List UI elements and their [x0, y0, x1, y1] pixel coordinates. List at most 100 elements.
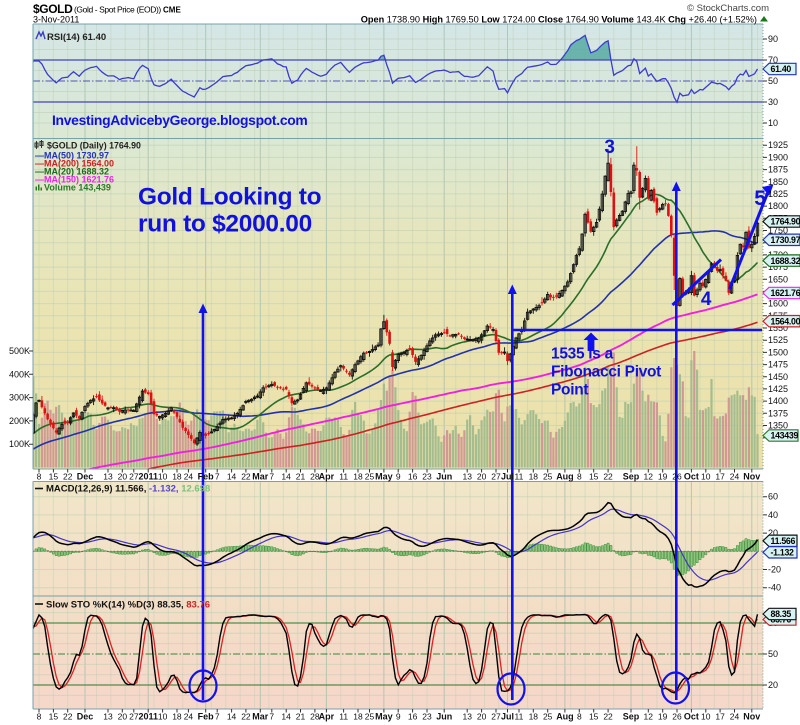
- svg-text:14: 14: [227, 712, 237, 722]
- svg-text:10: 10: [701, 712, 711, 722]
- svg-text:15: 15: [589, 712, 599, 722]
- svg-text:27: 27: [129, 472, 139, 482]
- svg-text:Jun: Jun: [436, 712, 452, 722]
- svg-text:May: May: [375, 472, 393, 482]
- svg-text:8: 8: [37, 472, 42, 482]
- svg-text:100K: 100K: [9, 439, 30, 449]
- svg-text:25: 25: [543, 472, 553, 482]
- svg-text:Point: Point: [551, 382, 588, 399]
- svg-text:11: 11: [339, 712, 348, 722]
- svg-text:Dec: Dec: [77, 472, 94, 482]
- svg-text:22: 22: [63, 712, 73, 722]
- svg-text:28: 28: [310, 712, 320, 722]
- svg-text:1550: 1550: [768, 323, 788, 333]
- svg-text:InvestingAdvicebyGeorge.blogsp: InvestingAdvicebyGeorge.blogspot.com: [52, 112, 307, 128]
- svg-text:1850: 1850: [768, 177, 788, 187]
- svg-text:10: 10: [701, 472, 711, 482]
- svg-text:—MA(200) 1564.00: —MA(200) 1564.00: [35, 159, 114, 169]
- svg-text:1500: 1500: [768, 347, 788, 357]
- svg-text:27: 27: [129, 712, 139, 722]
- svg-text:1525: 1525: [768, 335, 788, 345]
- svg-text:Feb: Feb: [198, 712, 215, 722]
- svg-text:9: 9: [396, 472, 401, 482]
- svg-text:MACD(12,26,9) 11.566, -1.132,: MACD(12,26,9) 11.566, -1.132, 12.698: [46, 484, 210, 495]
- svg-text:9: 9: [396, 712, 401, 722]
- svg-text:Volume 143,439: Volume 143,439: [44, 183, 111, 193]
- svg-text:1925: 1925: [768, 140, 788, 150]
- svg-text:22: 22: [603, 712, 613, 722]
- svg-text:7: 7: [269, 472, 274, 482]
- svg-text:-40: -40: [768, 583, 781, 593]
- svg-text:20: 20: [477, 472, 487, 482]
- svg-text:11.566: 11.566: [771, 536, 796, 546]
- svg-text:5: 5: [754, 187, 766, 210]
- svg-text:19: 19: [658, 712, 668, 722]
- svg-text:Jun: Jun: [436, 472, 452, 482]
- svg-text:—MA(150) 1621.76: —MA(150) 1621.76: [35, 175, 114, 185]
- svg-text:Slow STO %K(14) %D(3) 88.35, 8: Slow STO %K(14) %D(3) 88.35, 83.76: [46, 600, 210, 611]
- svg-text:Nov: Nov: [743, 712, 760, 722]
- svg-text:20: 20: [118, 472, 128, 482]
- svg-text:—MA(50) 1730.97: —MA(50) 1730.97: [35, 151, 109, 161]
- svg-text:16: 16: [408, 712, 418, 722]
- svg-text:8: 8: [37, 712, 42, 722]
- svg-text:1688.32: 1688.32: [771, 256, 800, 266]
- svg-text:Nov: Nov: [743, 472, 760, 482]
- svg-text:500K: 500K: [9, 346, 30, 356]
- svg-text:Open 1738.90 High 1769.50 Low: Open 1738.90 High 1769.50 Low 1724.00 Cl…: [361, 15, 757, 25]
- svg-text:-1.132: -1.132: [771, 548, 795, 558]
- svg-text:1450: 1450: [768, 372, 788, 382]
- svg-text:3-Nov-2011: 3-Nov-2011: [33, 15, 79, 25]
- svg-text:11: 11: [515, 472, 524, 482]
- svg-text:21: 21: [296, 472, 306, 482]
- svg-text:Jul: Jul: [501, 712, 514, 722]
- svg-text:18: 18: [353, 472, 363, 482]
- svg-text:1750: 1750: [768, 226, 788, 236]
- svg-text:4: 4: [701, 289, 712, 310]
- svg-text:May: May: [375, 712, 393, 722]
- svg-text:Gold Looking to: Gold Looking to: [138, 184, 322, 211]
- svg-text:Fibonacci Pivot: Fibonacci Pivot: [551, 364, 661, 381]
- svg-text:14: 14: [227, 472, 237, 482]
- svg-text:17: 17: [715, 472, 725, 482]
- svg-text:18: 18: [353, 712, 363, 722]
- svg-text:1825: 1825: [768, 189, 788, 199]
- svg-text:19: 19: [658, 472, 668, 482]
- svg-text:18: 18: [172, 472, 182, 482]
- svg-text:90: 90: [768, 34, 778, 44]
- svg-text:—MA(20) 1688.32: —MA(20) 1688.32: [35, 167, 109, 177]
- svg-text:8: 8: [577, 472, 582, 482]
- svg-text:27: 27: [491, 472, 501, 482]
- svg-text:61.40: 61.40: [771, 64, 792, 74]
- svg-text:14: 14: [281, 472, 291, 482]
- svg-text:15: 15: [49, 472, 59, 482]
- svg-text:-20: -20: [768, 565, 781, 575]
- svg-text:20: 20: [477, 712, 487, 722]
- svg-text:7: 7: [215, 712, 220, 722]
- svg-text:13: 13: [462, 712, 472, 722]
- svg-text:25: 25: [543, 712, 553, 722]
- svg-text:12: 12: [644, 472, 654, 482]
- svg-text:50: 50: [768, 649, 778, 659]
- svg-text:300K: 300K: [9, 393, 30, 403]
- svg-text:1800: 1800: [768, 201, 788, 211]
- svg-text:1350: 1350: [768, 421, 788, 431]
- svg-text:1400: 1400: [768, 396, 788, 406]
- svg-text:Oct: Oct: [684, 472, 699, 482]
- svg-text:Aug: Aug: [556, 712, 574, 722]
- svg-text:20: 20: [118, 712, 128, 722]
- svg-text:88.35: 88.35: [771, 609, 792, 619]
- svg-text:1650: 1650: [768, 274, 788, 284]
- svg-text:40: 40: [768, 510, 778, 520]
- svg-text:1375: 1375: [768, 408, 788, 418]
- svg-text:12: 12: [644, 712, 654, 722]
- svg-text:26: 26: [672, 472, 682, 482]
- svg-text:24: 24: [730, 472, 740, 482]
- svg-text:1475: 1475: [768, 360, 788, 370]
- svg-text:22: 22: [241, 712, 251, 722]
- svg-text:1875: 1875: [768, 165, 788, 175]
- svg-text:27: 27: [491, 712, 501, 722]
- svg-text:7: 7: [215, 472, 220, 482]
- svg-text:Dec: Dec: [77, 712, 94, 722]
- svg-text:© StockCharts.com: © StockCharts.com: [687, 3, 769, 14]
